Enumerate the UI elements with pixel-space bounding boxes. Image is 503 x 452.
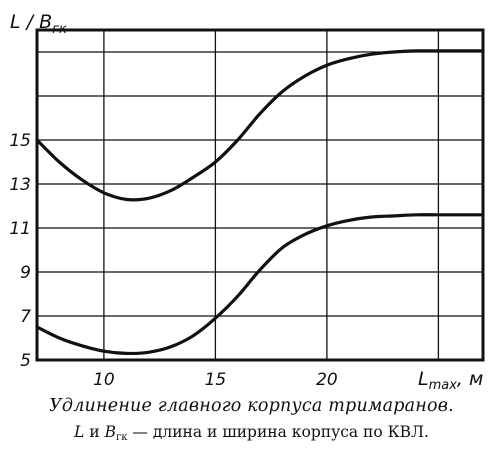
y-tick-label: 13 [9,175,31,195]
caption-rest: — длина и ширина корпуса по КВЛ. [127,423,429,441]
caption-and: и [84,423,105,441]
y-axis-label: L / Bгк [10,11,67,37]
grid [37,30,483,360]
caption-b-subscript: гк [115,432,128,443]
caption-l-symbol: L [74,423,85,441]
figure-caption-line-1: Удлинение главного корпуса тримаранов. [49,396,454,416]
x-axis-label: Lmax, м [418,368,483,392]
y-tick-label: 11 [9,219,31,239]
chart: 10 15 20 5 7 9 11 13 15 L / Bгк Lmax, м [9,11,485,392]
caption-b-symbol: B [104,423,116,441]
series [35,49,485,356]
x-tick-label: 10 [93,370,115,390]
tick-labels: 10 15 20 5 7 9 11 13 15 [9,131,337,390]
figure-caption-line-2: L и Bгк — длина и ширина корпуса по КВЛ. [0,423,503,443]
x-tick-label: 20 [316,370,338,390]
series-line-lower [35,213,485,356]
y-tick-label: 5 [20,351,31,371]
y-tick-label: 9 [20,263,31,283]
y-tick-label: 7 [20,307,31,327]
series-line-upper [35,49,485,202]
plot-frame [35,28,485,362]
y-tick-label: 15 [9,131,31,151]
x-tick-label: 15 [205,370,227,390]
